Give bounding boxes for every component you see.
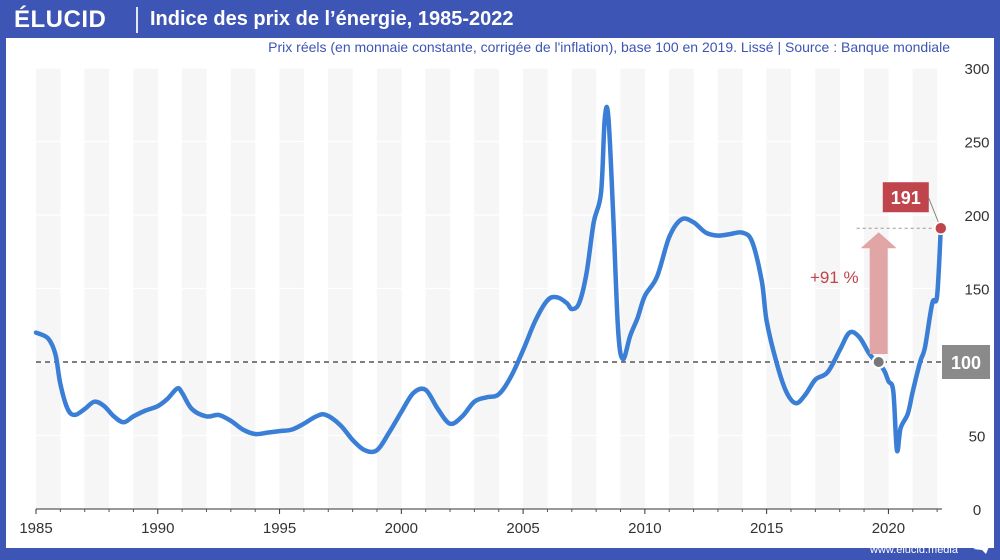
x-tick-label: 2015: [750, 520, 783, 537]
header-divider: [136, 7, 138, 33]
change-label: +91 %: [810, 268, 859, 287]
x-tick-label: 1990: [141, 520, 174, 537]
x-tick-label: 2010: [628, 520, 661, 537]
x-tick-label: 2020: [872, 520, 905, 537]
x-tick-label: 2005: [506, 520, 539, 537]
series-line-energy-index: [33, 104, 944, 455]
end-value-label: 191: [891, 188, 921, 208]
start-2019-marker: [871, 355, 886, 369]
footer-url[interactable]: www.elucid.media: [869, 544, 958, 556]
end-value-box: [882, 182, 929, 213]
reference-label-100: 100: [951, 353, 981, 373]
y-tick-label: 250: [964, 135, 989, 152]
header-bar: ÉLUCID Indice des prix de l’énergie, 198…: [0, 0, 1000, 38]
x-tick-label: 1995: [263, 520, 296, 537]
brand-logo: ÉLUCID: [14, 6, 107, 33]
y-tick-label: 0: [973, 502, 981, 519]
y-tick-label: 300: [964, 61, 989, 78]
y-tick-label: 200: [964, 208, 989, 225]
y-tick-label: 150: [964, 282, 989, 299]
chart-subtitle: Prix réels (en monnaie constante, corrig…: [268, 39, 950, 55]
reference-label-box: [942, 345, 990, 379]
paper-plane-icon: [973, 542, 991, 554]
increase-arrow: [860, 232, 897, 354]
end-value-marker: [934, 221, 948, 235]
x-tick-label: 1985: [19, 520, 52, 537]
chart-title: Indice des prix de l’énergie, 1985-2022: [150, 8, 514, 30]
y-tick-label: 50: [969, 429, 986, 446]
x-tick-label: 2000: [385, 520, 418, 537]
